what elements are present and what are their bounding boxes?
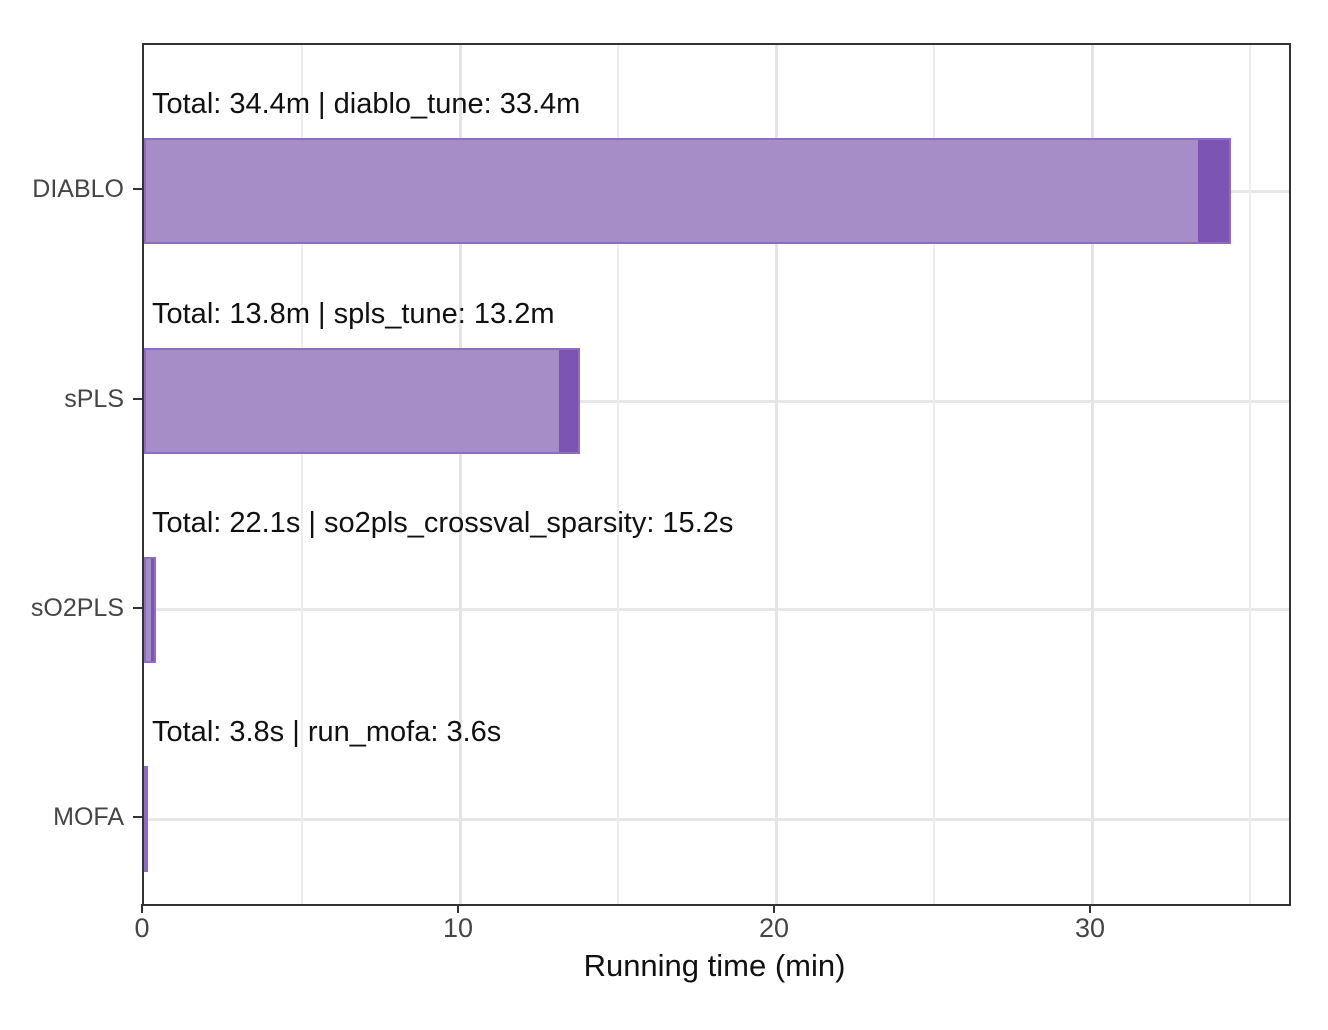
x-axis-tick-30 (1089, 904, 1091, 913)
bar-annotation-mofa: Total: 3.8s | run_mofa: 3.6s (152, 716, 502, 748)
y-axis-label-so2pls: sO2PLS (30, 593, 124, 622)
bar-segment-spls_tune (146, 350, 560, 452)
y-axis-tick-spls (133, 398, 142, 400)
bar-segment-other-steps (151, 558, 154, 661)
gridline-vertical-minor-25 (933, 45, 935, 904)
bar-segment-other-steps (559, 350, 579, 452)
gridline-vertical-minor-35 (1249, 45, 1251, 904)
x-axis-tick-10 (457, 904, 459, 913)
bar-segment-diablo_tune (146, 140, 1198, 242)
y-axis-label-spls: sPLS (64, 385, 124, 413)
gridline-horizontal-mofa (144, 817, 1289, 821)
gridline-horizontal-so2pls (144, 608, 1289, 611)
x-axis-tick-label-20: 20 (758, 913, 790, 943)
bar-annotation-diablo: Total: 34.4m | diablo_tune: 33.4m (152, 88, 581, 120)
bar-spls (144, 348, 581, 454)
bar-so2pls (144, 556, 156, 663)
bar-mofa (144, 766, 148, 872)
y-axis-tick-so2pls (133, 606, 142, 609)
bar-segment-other-steps (1197, 140, 1230, 242)
gridline-vertical-minor-15 (617, 45, 619, 904)
gridline-horizontal-spls (144, 399, 1289, 403)
bar-annotation-so2pls: Total: 22.1s | so2pls_crossval_sparsity:… (152, 506, 734, 539)
x-axis-tick-label-30: 30 (1074, 913, 1106, 943)
y-axis-label-mofa: MOFA (53, 803, 124, 831)
gridline-vertical-major-10 (458, 45, 462, 904)
bar-diablo (144, 138, 1232, 244)
x-axis-tick-label-0: 0 (134, 913, 150, 943)
x-axis-tick-label-10: 10 (442, 913, 474, 943)
x-axis-tick-20 (773, 904, 775, 913)
gridline-vertical-major-30 (1090, 45, 1094, 904)
y-axis-label-diablo: DIABLO (32, 175, 124, 203)
gridline-vertical-minor-5 (301, 45, 303, 904)
y-axis-tick-diablo (133, 188, 142, 190)
plot-panel: Total: 34.4m | diablo_tune: 33.4m Total: … (142, 43, 1291, 906)
bar-segment-so2pls_crossval_sparsity (146, 558, 152, 661)
y-axis-tick-mofa (133, 816, 142, 818)
bar-annotation-spls: Total: 13.8m | spls_tune: 13.2m (152, 298, 555, 330)
gridline-vertical-major-20 (774, 45, 778, 904)
x-axis-tick-0 (141, 904, 143, 913)
x-axis-title: Running time (min) (583, 948, 846, 983)
